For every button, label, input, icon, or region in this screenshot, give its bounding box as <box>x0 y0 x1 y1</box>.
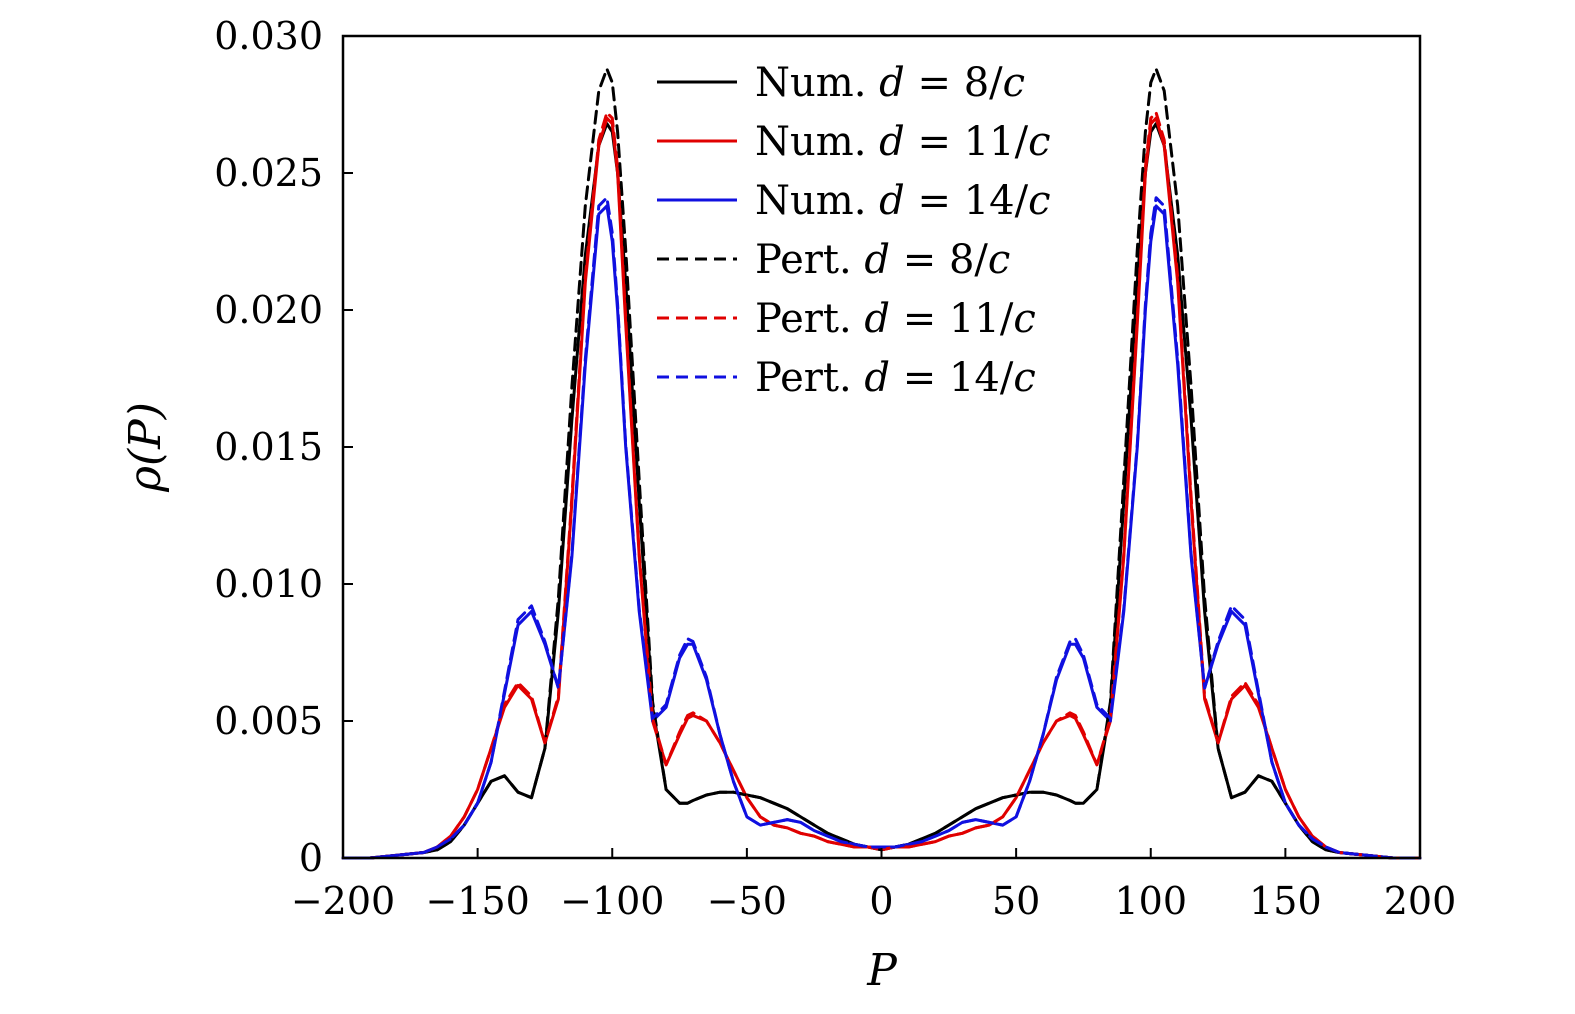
legend-text-part: = <box>890 355 949 401</box>
y-tick-label: 0.010 <box>214 562 323 606</box>
legend-text-part: 8/ <box>964 60 1003 106</box>
y-tick-label: 0.015 <box>214 425 323 469</box>
x-tick-label: −50 <box>707 879 787 923</box>
legend-text-part: = <box>890 296 949 342</box>
x-tick-label: 100 <box>1114 879 1187 923</box>
legend-text-part: 8/ <box>949 237 988 283</box>
legend-text-part: c <box>1013 296 1035 342</box>
legend-text-part: 11/ <box>949 296 1014 342</box>
legend-text-part: d <box>864 237 890 283</box>
x-tick-label: −150 <box>425 879 529 923</box>
legend-entry: Num. d = 11/c <box>755 119 1050 165</box>
legend-text-part: d <box>879 119 905 165</box>
series-line-1 <box>341 122 1422 860</box>
legend-text-part: Num. <box>755 178 879 224</box>
legend-text-part: 14/ <box>964 178 1029 224</box>
legend-text-part: c <box>988 237 1010 283</box>
legend-text-part: 11/ <box>964 119 1029 165</box>
legend-text-part: d <box>864 296 890 342</box>
y-tick-label: 0.020 <box>214 288 323 332</box>
y-axis-label: ρ(P) <box>120 402 171 493</box>
y-tick-label: 0.030 <box>214 14 323 58</box>
x-tick-label: 50 <box>992 879 1040 923</box>
series-layer <box>341 67 1422 860</box>
legend-text-part: Num. <box>755 60 879 106</box>
y-tick-label: 0 <box>299 836 323 880</box>
y-tick-label: 0.025 <box>214 151 323 195</box>
legend-text-part: = <box>905 119 964 165</box>
x-tick-label: 150 <box>1249 879 1322 923</box>
legend-text-part: 14/ <box>949 355 1014 401</box>
ticks-layer: −200 −150 −100 −50 0 50 100 150 200 0 0.005 0.010 0.… <box>214 14 1456 923</box>
y-tick-label: 0.005 <box>214 699 323 743</box>
legend-text-part: Pert. <box>755 355 864 401</box>
series-line-2 <box>341 116 1422 860</box>
series-line-6 <box>341 196 1422 860</box>
x-tick-label: −100 <box>560 879 664 923</box>
x-tick-label: 200 <box>1384 879 1457 923</box>
x-tick-label: −200 <box>291 879 395 923</box>
legend-entry: Num. d = 14/c <box>755 178 1050 224</box>
legend-text-part: = <box>905 178 964 224</box>
legend-text-part: Pert. <box>755 237 864 283</box>
x-tick-label: 0 <box>869 879 893 923</box>
legend-entry: Pert. d = 14/c <box>755 355 1036 401</box>
legend-text-part: = <box>905 60 964 106</box>
legend-text-part: Pert. <box>755 296 864 342</box>
legend-text-part: d <box>864 355 890 401</box>
legend-entry: Pert. d = 8/c <box>755 237 1010 283</box>
x-axis-label: P <box>866 945 898 996</box>
legend-text-part: = <box>890 237 949 283</box>
legend-text-part: d <box>879 178 905 224</box>
legend-text-part: c <box>1013 355 1035 401</box>
legend-text-part: d <box>879 60 905 106</box>
legend-text-part: c <box>1028 178 1050 224</box>
legend-entry: Num. d = 8/c <box>755 60 1025 106</box>
legend-text-part: c <box>1028 119 1050 165</box>
legend-text-part: Num. <box>755 119 879 165</box>
series-line-5 <box>341 111 1422 860</box>
legend-text-part: c <box>1003 60 1025 106</box>
legend-entry: Pert. d = 11/c <box>755 296 1036 342</box>
